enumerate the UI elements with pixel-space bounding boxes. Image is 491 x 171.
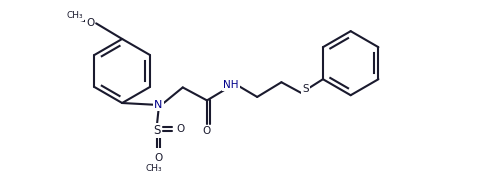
Text: CH₃: CH₃ (66, 11, 83, 20)
Text: S: S (302, 84, 309, 94)
Text: CH₃: CH₃ (146, 164, 163, 171)
Text: O: O (154, 153, 163, 163)
Text: S: S (153, 124, 161, 137)
Text: O: O (203, 126, 211, 136)
Text: O: O (176, 124, 184, 134)
Text: NH: NH (223, 80, 239, 90)
Text: N: N (154, 100, 163, 110)
Text: O: O (86, 17, 94, 28)
